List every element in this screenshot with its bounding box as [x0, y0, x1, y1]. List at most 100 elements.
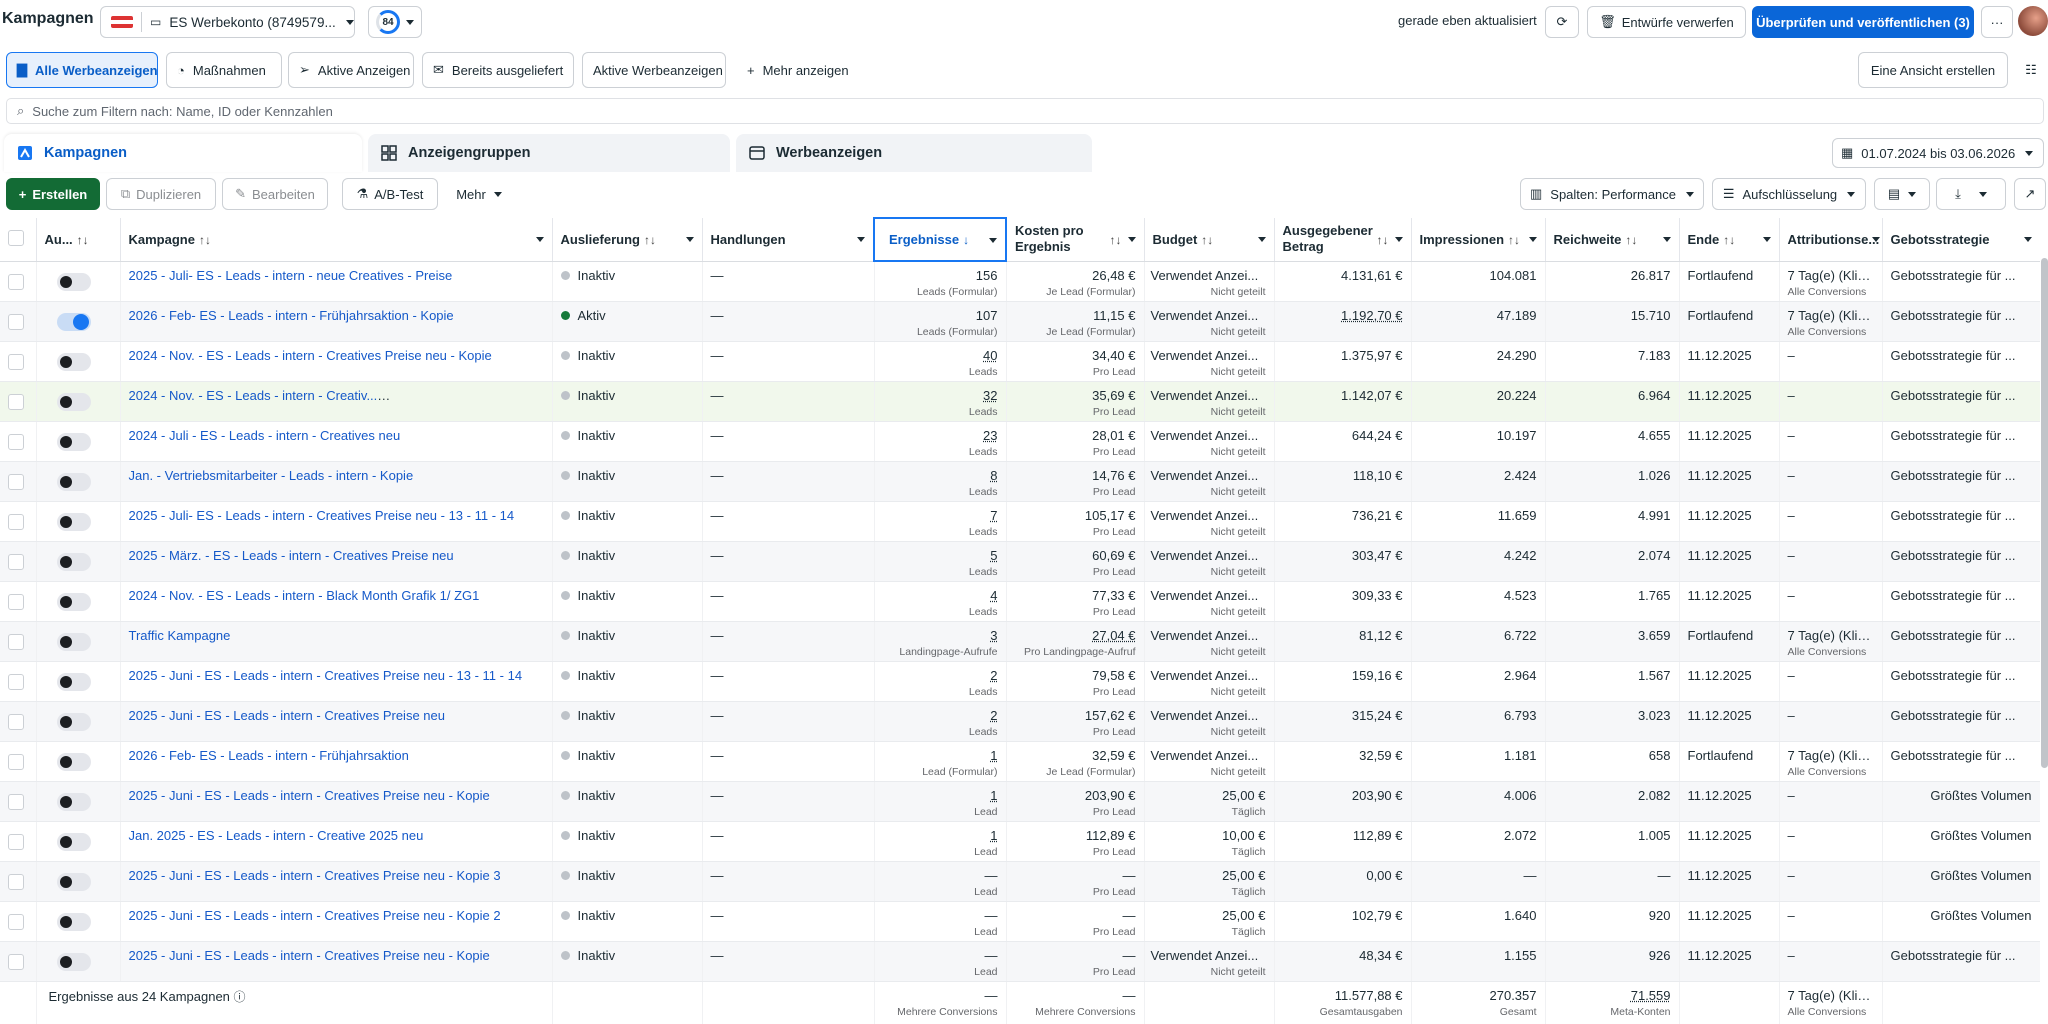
campaign-link[interactable]: 2025 - Juni - ES - Leads - intern - Crea… [128, 867, 501, 883]
header-actions[interactable]: Handlungen [702, 218, 875, 262]
campaign-toggle[interactable] [56, 472, 91, 491]
header-spent[interactable]: Ausgegebener Betrag ↑↓ [1274, 218, 1412, 262]
campaign-toggle[interactable] [56, 872, 91, 891]
header-reach[interactable]: Reichweite ↑↓ [1545, 218, 1680, 262]
tab-all-ads[interactable]: ▇ Alle Werbeanzeigen [6, 52, 158, 88]
header-budget[interactable]: Budget ↑↓ [1144, 218, 1275, 262]
row-checkbox[interactable] [8, 633, 24, 650]
table-row[interactable]: 2024 - Nov. - ES - Leads - intern - Crea… [0, 341, 2040, 382]
header-delivery[interactable]: Auslieferung ↑↓ [552, 218, 703, 262]
campaign-toggle[interactable] [56, 632, 91, 651]
row-checkbox[interactable] [8, 513, 24, 530]
settings-button[interactable]: ☷ [2014, 52, 2048, 88]
campaign-toggle[interactable] [56, 912, 91, 931]
columns-button[interactable]: ▥ Spalten: Performance [1520, 178, 1704, 210]
campaign-toggle[interactable] [56, 312, 91, 331]
header-cost[interactable]: Kosten pro Ergebnis ↑↓ [1006, 218, 1145, 262]
tab-campaigns[interactable]: Kampagnen [4, 134, 362, 172]
header-results[interactable]: Ergebnisse ↓ [873, 217, 1007, 262]
review-publish-button[interactable]: Überprüfen und veröffentlichen (3) [1752, 6, 1974, 38]
tab-show-more[interactable]: + Mehr anzeigen [736, 52, 856, 88]
campaign-link[interactable]: 2025 - Juni - ES - Leads - intern - Crea… [128, 947, 490, 963]
campaign-toggle[interactable] [56, 592, 91, 611]
campaign-link[interactable]: 2025 - März. - ES - Leads - intern - Cre… [128, 547, 454, 563]
table-row[interactable]: 2025 - Juni - ES - Leads - intern - Crea… [0, 781, 2040, 822]
table-row[interactable]: 2025 - Juni - ES - Leads - intern - Crea… [0, 901, 2040, 942]
campaign-toggle[interactable] [56, 392, 91, 411]
campaign-toggle[interactable] [56, 272, 91, 291]
campaign-link[interactable]: 2025 - Juni - ES - Leads - intern - Crea… [128, 907, 501, 923]
campaign-toggle[interactable] [56, 792, 91, 811]
row-checkbox[interactable] [8, 873, 24, 890]
campaign-toggle[interactable] [56, 352, 91, 371]
table-row[interactable]: 2025 - Juli- ES - Leads - intern - Creat… [0, 501, 2040, 542]
row-checkbox[interactable] [8, 753, 24, 770]
campaign-toggle[interactable] [56, 952, 91, 971]
tab-delivered[interactable]: ✉ Bereits ausgeliefert [422, 52, 574, 88]
campaign-toggle[interactable] [56, 832, 91, 851]
header-toggle[interactable]: Au... ↑↓ [36, 218, 121, 262]
table-row[interactable]: 2025 - Juni - ES - Leads - intern - Crea… [0, 941, 2040, 982]
tab-active-ads[interactable]: ➢ Aktive Anzeigen [288, 52, 414, 88]
row-checkbox[interactable] [8, 553, 24, 570]
row-checkbox[interactable] [8, 313, 24, 330]
campaign-link[interactable]: Jan. - Vertriebsmitarbeiter - Leads - in… [128, 467, 414, 483]
table-row[interactable]: 2026 - Feb- ES - Leads - intern - Frühja… [0, 741, 2040, 782]
table-row[interactable]: 2024 - Nov. - ES - Leads - intern - Crea… [0, 381, 2040, 422]
select-all-checkbox[interactable] [8, 229, 24, 246]
row-checkbox[interactable] [8, 353, 24, 370]
header-impressions[interactable]: Impressionen ↑↓ [1411, 218, 1546, 262]
table-row[interactable]: 2025 - März. - ES - Leads - intern - Cre… [0, 541, 2040, 582]
edit-button[interactable]: ✎ Bearbeiten [222, 178, 328, 210]
breakdown-button[interactable]: ☰ Aufschlüsselung [1712, 178, 1866, 210]
more-actions-button[interactable]: Mehr [444, 178, 514, 210]
campaign-link[interactable]: 2024 - Nov. - ES - Leads - intern - Blac… [128, 587, 480, 603]
campaign-link[interactable]: 2026 - Feb- ES - Leads - intern - Frühja… [128, 307, 454, 323]
header-attribution[interactable]: Attributionse... [1779, 218, 1883, 262]
refresh-button[interactable]: ⟳ [1545, 6, 1579, 38]
table-row[interactable]: Jan. - Vertriebsmitarbeiter - Leads - in… [0, 461, 2040, 502]
date-range-picker[interactable]: ▦ 01.07.2024 bis 03.06.2026 [1832, 138, 2044, 168]
campaign-toggle[interactable] [56, 512, 91, 531]
campaign-toggle[interactable] [56, 432, 91, 451]
campaign-link[interactable]: 2025 - Juli- ES - Leads - intern - Creat… [128, 507, 515, 523]
duplicate-button[interactable]: ⧉ Duplizieren [106, 178, 216, 210]
chart-button[interactable]: ↗ [2014, 178, 2046, 210]
opportunity-score[interactable]: 84 [368, 6, 422, 38]
header-bidstrategy[interactable]: Gebotsstrategie [1882, 218, 2040, 262]
tab-active-advertisements[interactable]: Aktive Werbeanzeigen [582, 52, 726, 88]
table-row[interactable]: Jan. 2025 - ES - Leads - intern - Creati… [0, 821, 2040, 862]
reports-button[interactable]: ▤ [1874, 178, 1930, 210]
row-checkbox[interactable] [8, 913, 24, 930]
table-row[interactable]: 2026 - Feb- ES - Leads - intern - Frühja… [0, 301, 2040, 342]
create-view-button[interactable]: Eine Ansicht erstellen [1858, 52, 2008, 88]
campaign-link[interactable]: 2024 - Juli - ES - Leads - intern - Crea… [128, 427, 401, 443]
row-checkbox[interactable] [8, 793, 24, 810]
account-selector[interactable]: ▭ ES Werbekonto (8749579... [100, 6, 355, 38]
table-row[interactable]: 2025 - Juni - ES - Leads - intern - Crea… [0, 861, 2040, 902]
more-options-button[interactable]: ··· [1981, 6, 2013, 38]
row-checkbox[interactable] [8, 673, 24, 690]
campaign-link[interactable]: 2026 - Feb- ES - Leads - intern - Frühja… [128, 747, 409, 763]
campaign-toggle[interactable] [56, 712, 91, 731]
row-checkbox[interactable] [8, 433, 24, 450]
ab-test-button[interactable]: ⚗ A/B-Test [342, 178, 438, 210]
table-row[interactable]: 2025 - Juli- ES - Leads - intern - neue … [0, 261, 2040, 302]
campaign-link[interactable]: Traffic Kampagne [128, 627, 231, 643]
campaign-toggle[interactable] [56, 672, 91, 691]
table-row[interactable]: 2025 - Juni - ES - Leads - intern - Crea… [0, 661, 2040, 702]
campaign-toggle[interactable] [56, 752, 91, 771]
campaign-link[interactable]: 2025 - Juni - ES - Leads - intern - Crea… [128, 667, 523, 683]
create-button[interactable]: + Erstellen [6, 178, 100, 210]
table-row[interactable]: Traffic Kampagne Inaktiv — 3 Landingpage-Auf… [0, 621, 2040, 662]
row-checkbox[interactable] [8, 393, 24, 410]
campaign-link[interactable]: 2024 - Nov. - ES - Leads - intern - Crea… [128, 387, 378, 403]
row-checkbox[interactable] [8, 473, 24, 490]
export-button[interactable]: ⤓ [1936, 178, 2006, 210]
campaign-link[interactable]: 2025 - Juni - ES - Leads - intern - Crea… [128, 787, 490, 803]
table-row[interactable]: 2024 - Juli - ES - Leads - intern - Crea… [0, 421, 2040, 462]
row-checkbox[interactable] [8, 273, 24, 290]
search-input[interactable]: ⌕ Suche zum Filtern nach: Name, ID oder … [6, 98, 2044, 124]
row-checkbox[interactable] [8, 953, 24, 970]
campaign-link[interactable]: 2024 - Nov. - ES - Leads - intern - Crea… [128, 347, 492, 363]
